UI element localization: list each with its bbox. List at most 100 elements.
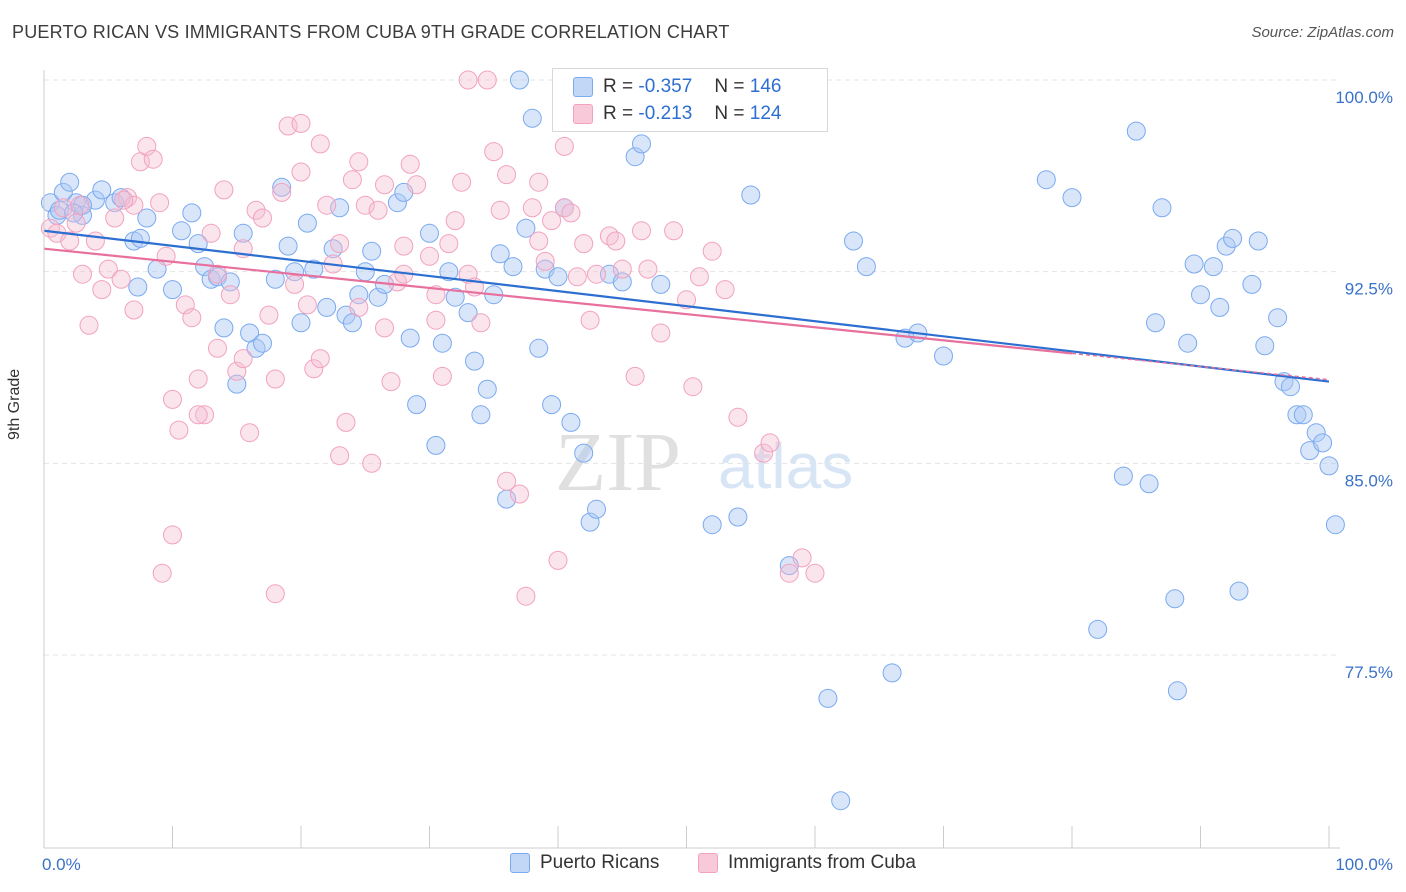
point-immigrant-from-cuba xyxy=(188,369,208,389)
point-puerto-rican xyxy=(1223,228,1243,248)
point-puerto-rican xyxy=(130,228,150,248)
point-immigrant-from-cuba xyxy=(574,234,594,254)
bottom-legend-swatch-blue xyxy=(510,853,530,873)
point-puerto-rican xyxy=(1306,423,1326,443)
point-puerto-rican xyxy=(856,257,876,277)
y-tick-label: 100.0% xyxy=(1335,88,1393,107)
point-immigrant-from-cuba xyxy=(548,550,568,570)
point-immigrant-from-cuba xyxy=(297,295,317,315)
point-immigrant-from-cuba xyxy=(381,372,401,392)
point-puerto-rican xyxy=(163,280,182,300)
point-immigrant-from-cuba xyxy=(484,142,504,162)
point-immigrant-from-cuba xyxy=(651,323,671,343)
point-puerto-rican xyxy=(246,338,266,358)
point-immigrant-from-cuba xyxy=(471,313,491,333)
point-immigrant-from-cuba xyxy=(516,586,536,606)
point-puerto-rican xyxy=(182,203,202,223)
point-immigrant-from-cuba xyxy=(330,234,350,254)
point-immigrant-from-cuba xyxy=(137,136,157,156)
point-immigrant-from-cuba xyxy=(362,453,382,473)
point-immigrant-from-cuba xyxy=(638,259,658,279)
point-immigrant-from-cuba xyxy=(291,113,311,133)
point-immigrant-from-cuba xyxy=(169,420,189,440)
point-puerto-rican xyxy=(1146,313,1165,333)
point-puerto-rican xyxy=(1287,405,1307,425)
point-puerto-rican xyxy=(458,303,478,323)
legend-swatch-blue xyxy=(573,77,593,97)
point-immigrant-from-cuba xyxy=(420,246,439,266)
point-puerto-rican xyxy=(1216,236,1236,256)
point-immigrant-from-cuba xyxy=(208,264,227,284)
point-immigrant-from-cuba xyxy=(445,211,465,231)
tick-labels: 100.0% 92.5% 85.0% 77.5% 0.0% 100.0% xyxy=(42,88,1393,874)
point-immigrant-from-cuba xyxy=(375,318,394,338)
point-immigrant-from-cuba xyxy=(201,223,221,243)
point-immigrant-from-cuba xyxy=(554,198,574,218)
point-immigrant-from-cuba xyxy=(253,208,272,228)
legend-n-label: N = xyxy=(714,103,745,124)
legend-n-label: N = xyxy=(714,76,745,97)
point-puerto-rican xyxy=(471,405,491,425)
point-immigrant-from-cuba xyxy=(233,349,253,369)
point-immigrant-from-cuba xyxy=(567,267,587,287)
point-puerto-rican xyxy=(529,338,549,358)
legend-n-value: 146 xyxy=(749,76,782,97)
legend-r-value: -0.357 xyxy=(638,76,693,97)
bottom-legend-puerto-ricans: Puerto Ricans xyxy=(510,852,659,874)
point-immigrant-from-cuba xyxy=(394,236,414,256)
point-immigrant-from-cuba xyxy=(689,267,709,287)
point-immigrant-from-cuba xyxy=(535,251,555,271)
correlation-legend: R = -0.357 N = 146 R = -0.213 N = 124 xyxy=(552,68,828,132)
y-tick-label: 77.5% xyxy=(1345,663,1393,682)
point-puerto-rican xyxy=(439,262,459,282)
point-puerto-rican xyxy=(1113,466,1133,486)
point-puerto-rican xyxy=(400,328,420,348)
point-immigrant-from-cuba xyxy=(259,305,279,325)
bottom-legend-swatch-pink xyxy=(698,853,718,873)
point-immigrant-from-cuba xyxy=(439,234,459,254)
point-immigrant-from-cuba xyxy=(195,405,215,425)
point-immigrant-from-cuba xyxy=(182,308,202,328)
point-puerto-rican xyxy=(265,269,285,289)
point-puerto-rican xyxy=(1281,377,1300,397)
point-immigrant-from-cuba xyxy=(124,300,144,320)
point-puerto-rican xyxy=(1178,333,1198,353)
point-immigrant-from-cuba xyxy=(664,221,684,241)
point-immigrant-from-cuba xyxy=(336,412,356,432)
point-immigrant-from-cuba xyxy=(105,208,125,228)
point-immigrant-from-cuba xyxy=(754,443,774,463)
point-puerto-rican xyxy=(1184,254,1204,274)
point-immigrant-from-cuba xyxy=(458,264,478,284)
point-immigrant-from-cuba xyxy=(330,446,350,466)
point-puerto-rican xyxy=(1268,308,1288,328)
point-immigrant-from-cuba xyxy=(375,175,394,195)
point-immigrant-from-cuba xyxy=(452,172,472,192)
point-puerto-rican xyxy=(490,244,510,264)
chart-title: PUERTO RICAN VS IMMIGRANTS FROM CUBA 9TH… xyxy=(12,22,730,42)
point-immigrant-from-cuba xyxy=(702,241,722,261)
point-puerto-rican xyxy=(233,223,253,243)
point-puerto-rican xyxy=(477,379,497,399)
point-immigrant-from-cuba xyxy=(114,190,134,210)
point-puerto-rican xyxy=(587,499,606,519)
point-puerto-rican xyxy=(1248,231,1268,251)
point-puerto-rican xyxy=(522,108,542,128)
legend-r-label: R = xyxy=(603,76,634,97)
point-puerto-rican xyxy=(574,443,594,463)
point-puerto-rican xyxy=(1139,474,1159,494)
point-puerto-rican xyxy=(297,213,317,233)
point-puerto-rican xyxy=(172,221,191,241)
trend-lines xyxy=(43,229,1330,383)
point-immigrant-from-cuba xyxy=(53,198,73,218)
point-immigrant-from-cuba xyxy=(349,152,369,172)
point-puerto-rican xyxy=(561,412,581,432)
point-puerto-rican xyxy=(253,333,272,353)
point-immigrant-from-cuba xyxy=(150,193,170,213)
point-puerto-rican xyxy=(702,515,722,535)
point-immigrant-from-cuba xyxy=(400,154,420,174)
point-immigrant-from-cuba xyxy=(779,563,799,583)
point-immigrant-from-cuba xyxy=(304,359,324,379)
point-puerto-rican xyxy=(934,346,953,366)
point-immigrant-from-cuba xyxy=(426,310,446,330)
